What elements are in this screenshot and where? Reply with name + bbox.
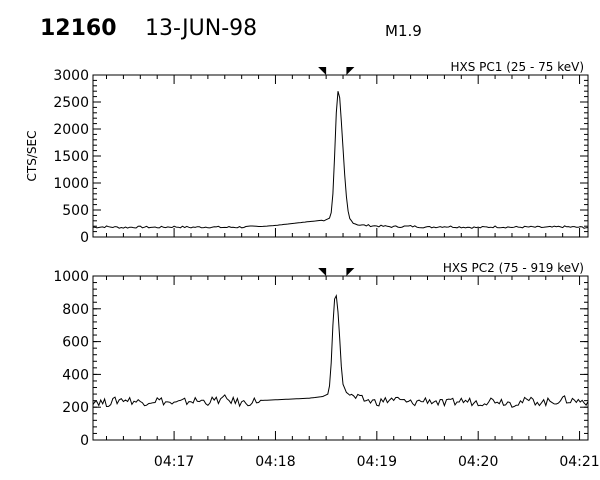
y-tick-label: 500 <box>62 203 89 219</box>
panel-frame <box>92 275 589 441</box>
panel-title: HXS PC2 (75 - 919 keV) <box>443 261 584 275</box>
y-tick-label: 1000 <box>53 176 89 192</box>
interval-marker <box>346 67 355 75</box>
y-tick-label: 2500 <box>53 95 89 111</box>
y-tick-label: 1500 <box>53 149 89 165</box>
y-tick-label: 800 <box>62 302 89 318</box>
series-line <box>92 293 589 408</box>
y-tick-label: 3000 <box>53 68 89 84</box>
flare-class: M1.9 <box>385 22 422 40</box>
series-line <box>92 91 589 229</box>
x-tick-label: 04:20 <box>458 454 498 470</box>
x-tick-label: 04:19 <box>357 454 397 470</box>
panel-title: HXS PC1 (25 - 75 keV) <box>450 60 584 74</box>
x-tick-label: 04:21 <box>559 454 599 470</box>
x-tick-label: 04:18 <box>255 454 295 470</box>
y-tick-label: 200 <box>62 400 89 416</box>
interval-marker <box>318 67 327 75</box>
y-axis-label: CTS/SEC <box>25 131 39 182</box>
x-tick-label: 04:17 <box>154 454 194 470</box>
y-tick-label: 400 <box>62 367 89 383</box>
y-tick-label: 2000 <box>53 122 89 138</box>
interval-marker <box>346 268 355 276</box>
event-id: 12160 <box>40 16 117 41</box>
panel-frame <box>92 74 589 238</box>
interval-marker <box>318 268 327 276</box>
y-tick-label: 0 <box>80 433 89 449</box>
y-tick-label: 1000 <box>53 269 89 285</box>
y-tick-label: 0 <box>80 230 89 246</box>
y-tick-label: 600 <box>62 335 89 351</box>
event-date: 13-JUN-98 <box>145 16 258 41</box>
